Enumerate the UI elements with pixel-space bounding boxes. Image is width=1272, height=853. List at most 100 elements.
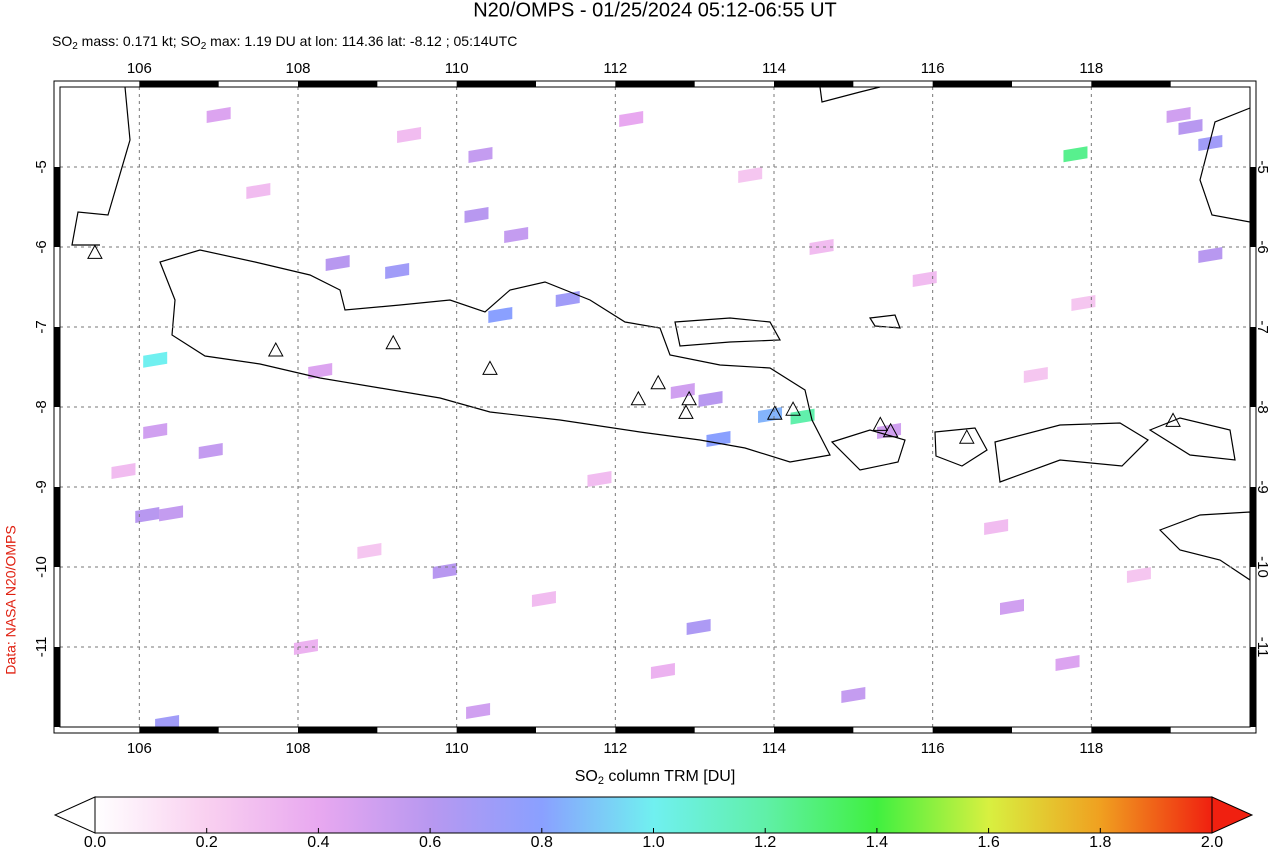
volcano	[681, 390, 697, 406]
colorbar-tick-label: 1.2	[754, 834, 776, 851]
colorbar-tick-label: 0.2	[196, 834, 218, 851]
subtitle: SO2 mass: 0.171 kt; SO2 max: 1.19 DU at …	[52, 33, 517, 52]
frame-bar	[54, 327, 60, 407]
frame-bar	[54, 167, 60, 247]
colorbar-tick-label: 1.0	[642, 834, 664, 851]
coastline	[819, 87, 881, 103]
coastline	[1158, 511, 1250, 581]
colorbar	[94, 796, 1213, 834]
x-tick-label: 112	[603, 740, 627, 757]
frame-bar	[932, 727, 1012, 733]
colorbar-over	[1211, 796, 1254, 834]
volcano	[267, 341, 284, 357]
volcano	[678, 404, 694, 419]
so2-pixel	[738, 167, 763, 183]
so2-pixel	[1055, 655, 1080, 671]
frame-bar	[139, 81, 219, 87]
so2-pixel	[1063, 146, 1088, 163]
coastline	[159, 249, 831, 463]
colorbar-label-part: 2	[598, 775, 604, 787]
y-tick-label: -6	[33, 240, 50, 253]
so2-pixel	[1198, 247, 1223, 263]
so2-pixel	[308, 363, 333, 379]
frame-bar	[139, 727, 219, 733]
so2-pixel	[206, 107, 231, 123]
grid	[60, 87, 1250, 727]
frame-bar	[298, 727, 378, 733]
y-tick-label: -11	[33, 637, 50, 658]
y-tick-label: -5	[1254, 160, 1271, 173]
so2-pixel	[698, 391, 723, 407]
so2-pixel	[619, 111, 644, 127]
frame-bar	[1250, 647, 1256, 727]
volcano	[87, 244, 103, 259]
frame-border	[53, 80, 1257, 734]
coastline	[1199, 107, 1250, 223]
y-tick-label: -11	[1254, 637, 1271, 658]
volcano	[872, 416, 889, 431]
coastline	[994, 422, 1149, 483]
volcano	[385, 334, 402, 350]
so2-pixel	[198, 443, 223, 459]
so2-pixel	[1126, 567, 1151, 583]
so2-pixel	[706, 431, 731, 447]
y-tick-label: -5	[33, 160, 50, 173]
volcano	[785, 401, 801, 416]
colorbar-tick-label: 0.4	[307, 834, 329, 851]
x-tick-label: 118	[1079, 60, 1103, 77]
so2-pixel	[488, 307, 513, 323]
x-tick-label: 114	[762, 740, 786, 757]
y-tick-label: -7	[33, 320, 50, 333]
coastline	[830, 429, 906, 471]
frame-bar	[1250, 327, 1256, 407]
so2-pixel	[468, 147, 493, 163]
so2-pixel	[912, 271, 937, 287]
x-tick-label: 108	[285, 60, 310, 77]
so2-pixel	[841, 687, 866, 703]
colorbar-tick-label: 0.8	[531, 834, 553, 851]
frame	[53, 80, 1257, 734]
x-tick-label: 112	[603, 60, 627, 77]
subtitle-part: max: 1.19 DU at lon: 114.36 lat: -8.12 ;…	[206, 33, 517, 49]
x-tick-label: 106	[127, 740, 152, 757]
x-tick-label: 110	[445, 60, 469, 77]
so2-pixel	[325, 255, 350, 271]
frame-bar	[298, 81, 378, 87]
frame-bar	[932, 81, 1012, 87]
x-tick-label: 118	[1079, 740, 1103, 757]
colorbar-tick-label: 1.8	[1089, 834, 1111, 851]
so2-pixel	[686, 619, 711, 635]
so2-pixel	[555, 291, 580, 307]
so2-pixel	[111, 463, 136, 479]
so2-pixel	[1166, 107, 1191, 123]
so2-pixel	[1198, 135, 1223, 151]
x-tick-label: 110	[445, 740, 469, 757]
so2-pixel	[587, 471, 612, 487]
so2-pixel	[1178, 119, 1203, 135]
colorbar-label: SO2 column TRM [DU]	[575, 768, 736, 787]
volcano	[766, 405, 783, 420]
so2-pixel	[159, 505, 184, 522]
so2-pixel	[1000, 599, 1024, 615]
tick-labels: 106 106 108 108 110 110 112 112 114 114 116 116 118 1…	[33, 60, 1271, 757]
so2-pixel	[531, 591, 556, 607]
so2-pixel	[357, 543, 382, 559]
colorbar-label-part: column TRM [DU]	[604, 768, 735, 785]
frame-border	[59, 86, 1251, 728]
colorbar-tick-label: 1.4	[866, 834, 888, 851]
x-tick-label: 116	[921, 740, 945, 757]
colorbar-tick-label: 2.0	[1201, 834, 1223, 851]
so2-pixel	[790, 408, 815, 425]
so2-pixel	[877, 423, 902, 439]
frame-bar	[1091, 81, 1171, 87]
subtitle-part: mass: 0.171 kt; SO	[78, 33, 201, 49]
y-tick-label: -10	[33, 556, 50, 578]
coastline	[674, 317, 781, 347]
y-tick-label: -9	[1254, 480, 1271, 493]
volcano	[958, 429, 975, 444]
so2-pixel	[809, 239, 834, 255]
frame-bar	[774, 727, 854, 733]
title: N20/OMPS - 01/25/2024 05:12-06:55 UT	[473, 0, 837, 21]
subtitle-part: SO	[52, 33, 72, 49]
